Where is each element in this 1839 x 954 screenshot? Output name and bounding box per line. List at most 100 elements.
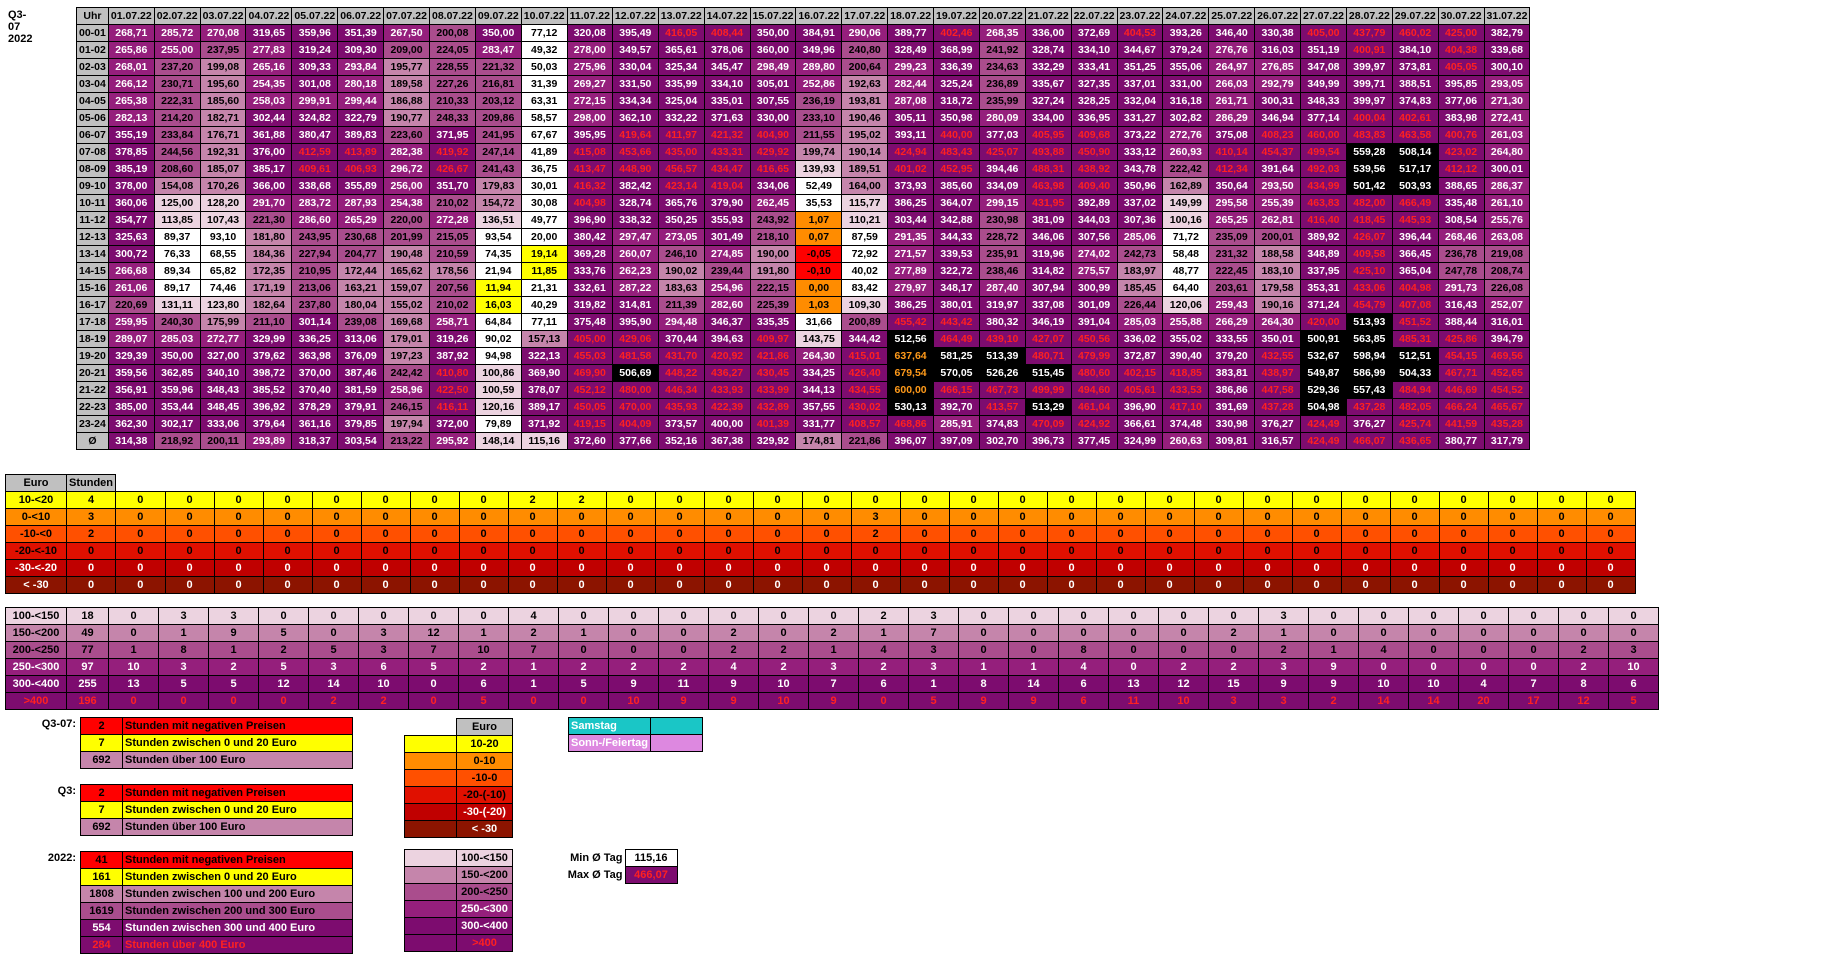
date-header: 02.07.22 xyxy=(153,7,201,25)
price-cell: 21,31 xyxy=(520,279,568,297)
price-cell: 418,85 xyxy=(1162,364,1210,382)
price-cell: 309,30 xyxy=(337,41,385,59)
price-cell: 224,05 xyxy=(428,41,476,59)
price-cell: 438,97 xyxy=(1254,364,1302,382)
count-cell: 14 xyxy=(1358,692,1409,710)
count-cell: 0 xyxy=(507,576,558,594)
price-cell: 190,48 xyxy=(383,245,430,263)
low-count-row: 0-<10 3 0 0 0 0 0 0 0 0 0 0 0 0 0 0 0 3 0 0 0 0 0 0 0 0 0 0 0 0 0 0 0 xyxy=(5,508,1636,526)
price-cell: 258,03 xyxy=(245,92,293,110)
price-cell: 388,65 xyxy=(1437,177,1485,195)
count-cell: 8 xyxy=(1558,675,1609,693)
price-cell: 291,73 xyxy=(1437,279,1485,297)
price-cell: 376,27 xyxy=(1345,415,1393,433)
price-cell: 74,35 xyxy=(474,245,522,263)
price-cell: 425,86 xyxy=(1437,330,1485,348)
count-cell: 0 xyxy=(311,542,362,560)
count-cell: 5 xyxy=(258,658,309,676)
legend-300-400: 300-<400 xyxy=(456,917,513,935)
count-cell: 0 xyxy=(997,576,1048,594)
count-cell: 0 xyxy=(899,525,950,543)
legend-euro-header: Euro xyxy=(456,718,513,736)
price-cell: 246,15 xyxy=(383,398,430,416)
price-cell: 107,43 xyxy=(199,211,247,229)
summary-count: 2 xyxy=(80,717,123,735)
count-cell: 0 xyxy=(1438,576,1489,594)
hour-label: 12-13 xyxy=(76,228,109,246)
price-cell: 113,85 xyxy=(153,211,201,229)
count-cell: 0 xyxy=(1158,607,1209,625)
price-cell: 236,78 xyxy=(1437,245,1485,263)
price-cell: 325,04 xyxy=(657,92,705,110)
price-cell: 570,05 xyxy=(933,364,980,382)
hour-row: 22-23 385,00 353,44 348,45 396,92 378,29 379,9… xyxy=(76,398,1531,416)
count-cell: 0 xyxy=(1242,491,1293,509)
price-cell: 402,46 xyxy=(933,24,980,42)
price-cell: 252,07 xyxy=(1483,296,1531,314)
price-cell: 314,81 xyxy=(611,296,659,314)
summary-count: 554 xyxy=(80,919,123,937)
count-cell: 1 xyxy=(508,675,559,693)
count-cell: 0 xyxy=(208,692,259,710)
price-cell: 450,56 xyxy=(1070,330,1118,348)
summary-table: 2 Stunden mit negativen Preisen 7 Stunden z… xyxy=(80,784,353,836)
price-cell: 367,38 xyxy=(703,432,751,450)
hour-row: 04-05 265,38 222,31 185,60 258,03 299,91 299,4… xyxy=(76,92,1531,110)
count-cell: 1 xyxy=(558,624,609,642)
price-cell: 265,29 xyxy=(337,211,385,229)
price-cell: 16,03 xyxy=(474,296,522,314)
price-cell: 64,84 xyxy=(474,313,522,331)
range-label: < -30 xyxy=(5,576,67,594)
price-cell: 294,48 xyxy=(657,313,705,331)
price-cell: 445,93 xyxy=(1391,211,1439,229)
count-cell: 9 xyxy=(658,692,709,710)
price-cell: 307,55 xyxy=(749,92,797,110)
price-cell: 50,03 xyxy=(520,58,568,76)
count-cell: 0 xyxy=(997,508,1048,526)
hour-label: 22-23 xyxy=(76,398,109,416)
count-cell: 0 xyxy=(752,576,803,594)
price-cell: 36,75 xyxy=(520,160,568,178)
date-header: 21.07.22 xyxy=(1024,7,1072,25)
date-header: 11.07.22 xyxy=(566,7,613,25)
price-cell: 299,15 xyxy=(978,194,1026,212)
price-cell: 328,25 xyxy=(1070,92,1118,110)
count-cell: 0 xyxy=(703,491,754,509)
price-cell: 529,36 xyxy=(1300,381,1347,399)
price-cell: 404,09 xyxy=(611,415,659,433)
count-cell: 0 xyxy=(458,508,509,526)
hour-label: 13-14 xyxy=(76,245,109,263)
price-cell: 386,25 xyxy=(887,296,935,314)
price-cell: 64,40 xyxy=(1162,279,1210,297)
price-cell: 429,06 xyxy=(611,330,659,348)
price-cell: 260,63 xyxy=(1162,432,1210,450)
price-cell: 346,94 xyxy=(1254,109,1302,127)
price-cell: 291,35 xyxy=(887,228,935,246)
price-cell: 485,31 xyxy=(1391,330,1439,348)
hour-row: 12-13 325,63 89,37 93,10 181,80 243,95 230,68 2… xyxy=(76,228,1531,246)
hour-label: 08-09 xyxy=(76,160,109,178)
count-cell: 10 xyxy=(758,692,809,710)
count-cell: 0 xyxy=(605,525,656,543)
count-cell: 0 xyxy=(409,491,460,509)
price-cell: 350,00 xyxy=(749,24,797,42)
price-cell: 346,19 xyxy=(1024,313,1072,331)
price-cell: 425,74 xyxy=(1391,415,1439,433)
count-cell: 0 xyxy=(311,576,362,594)
count-cell: 5 xyxy=(158,675,209,693)
price-cell: 396,90 xyxy=(566,211,613,229)
date-header: 27.07.22 xyxy=(1300,7,1347,25)
price-cell: 180,04 xyxy=(337,296,385,314)
price-cell: 87,59 xyxy=(841,228,889,246)
price-cell: 287,93 xyxy=(337,194,385,212)
price-cell: 409,58 xyxy=(1345,245,1393,263)
count-cell: 10 xyxy=(608,692,659,710)
count-cell: 0 xyxy=(997,559,1048,577)
count-cell: 0 xyxy=(850,491,901,509)
range-total: 196 xyxy=(66,692,109,710)
price-cell: 223,60 xyxy=(383,126,430,144)
price-cell: 334,09 xyxy=(978,177,1026,195)
price-cell: 254,35 xyxy=(245,75,293,93)
price-cell: 504,33 xyxy=(1391,364,1439,382)
price-cell: 261,10 xyxy=(1483,194,1531,212)
